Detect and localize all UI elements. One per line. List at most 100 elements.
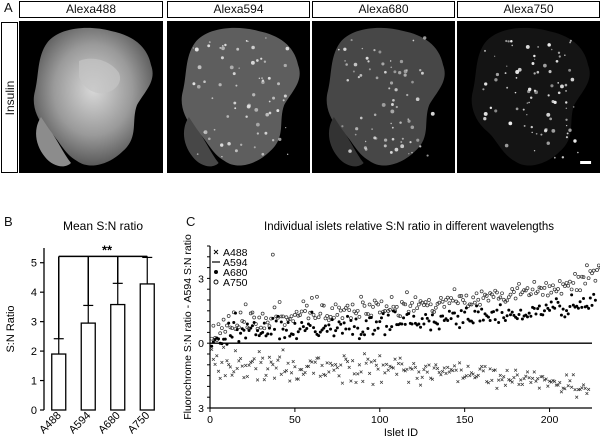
- islet-spot: [250, 60, 255, 65]
- islet-spot: [390, 122, 392, 125]
- point-a488: [447, 370, 452, 374]
- point-a750: [230, 326, 234, 330]
- point-a750: [311, 313, 316, 317]
- point-a750: [228, 325, 233, 330]
- point-a750: [310, 295, 314, 300]
- point-a680: [509, 313, 513, 317]
- point-a750: [450, 298, 455, 303]
- point-a750: [355, 308, 360, 313]
- islet-spot: [394, 147, 399, 152]
- point-a488: [311, 371, 316, 375]
- point-a488: [583, 386, 587, 390]
- point-a488: [449, 367, 453, 372]
- point-a488: [439, 373, 443, 377]
- point-a488: [255, 378, 260, 382]
- islet-spot: [268, 100, 271, 103]
- point-a680: [537, 304, 541, 308]
- islet-spot: [282, 99, 285, 102]
- point-a680: [210, 344, 214, 348]
- point-a680: [371, 332, 375, 336]
- islet-spot: [515, 107, 519, 111]
- point-a488: [232, 370, 236, 374]
- point-a680: [576, 306, 580, 310]
- point-a680: [244, 336, 248, 340]
- islet-spot: [511, 44, 514, 47]
- islet-spot: [482, 88, 485, 91]
- point-a488: [568, 379, 572, 383]
- point-a750: [566, 283, 571, 288]
- point-a680: [410, 322, 414, 326]
- islet-spot: [399, 59, 404, 64]
- point-a680: [486, 315, 490, 319]
- point-a750: [427, 298, 431, 302]
- point-a488: [345, 359, 350, 364]
- point-a488: [483, 364, 487, 369]
- point-a488: [461, 376, 465, 380]
- point-a488: [412, 361, 416, 366]
- point-a750: [376, 302, 380, 307]
- point-a680: [256, 329, 260, 333]
- islet-spot: [285, 126, 287, 129]
- point-a488: [367, 371, 372, 376]
- point-a680: [237, 339, 241, 343]
- point-a680: [318, 330, 322, 334]
- islet-spot: [553, 156, 556, 159]
- islet-spot: [221, 156, 223, 158]
- point-a680: [300, 320, 304, 324]
- chart-c-xtick-label: 100: [371, 414, 389, 426]
- point-a750: [281, 314, 285, 319]
- point-a750: [379, 299, 384, 304]
- islet-spot: [419, 145, 422, 148]
- islet-spot: [261, 77, 263, 79]
- point-a488: [310, 360, 314, 364]
- point-a680: [575, 304, 579, 308]
- point-a488: [473, 376, 477, 380]
- point-a488: [344, 357, 348, 361]
- micrograph-alexa488: [19, 21, 163, 173]
- point-a680: [454, 322, 458, 326]
- point-a488: [524, 374, 528, 378]
- islet-spot: [393, 70, 397, 74]
- point-a488: [546, 384, 550, 388]
- islet-spot: [530, 125, 533, 129]
- point-a680: [376, 326, 380, 330]
- islet-spot: [392, 98, 395, 102]
- islet-spot: [196, 153, 199, 155]
- islet-spot: [254, 108, 259, 112]
- islet-spot: [224, 43, 227, 47]
- point-a488: [210, 347, 214, 352]
- point-a680: [354, 317, 358, 321]
- islet-spot: [220, 56, 224, 60]
- point-a750: [433, 305, 438, 310]
- point-a680: [274, 319, 278, 323]
- bar-a594: [80, 322, 96, 411]
- point-a680: [483, 312, 487, 316]
- point-a680: [349, 319, 353, 323]
- point-a488: [498, 373, 502, 378]
- point-a750: [335, 313, 340, 317]
- islet-spot: [343, 47, 347, 51]
- point-a750: [345, 303, 350, 308]
- point-a488: [456, 380, 460, 384]
- point-a488: [468, 373, 472, 378]
- point-a750: [265, 320, 270, 325]
- point-a750: [347, 308, 352, 313]
- bar-a488: [51, 353, 67, 411]
- point-a488: [379, 380, 384, 384]
- islet-spot: [261, 79, 265, 82]
- islet-spot: [510, 40, 513, 43]
- islet-spot: [381, 62, 385, 66]
- point-a680: [216, 337, 220, 341]
- point-a488: [541, 374, 545, 379]
- point-a680: [476, 310, 480, 314]
- islet-spot: [218, 83, 222, 87]
- point-a680: [334, 329, 338, 333]
- islet-spot: [400, 144, 405, 149]
- islet-spot: [395, 105, 398, 109]
- point-a750: [237, 325, 241, 330]
- point-a750: [489, 292, 494, 297]
- point-a680: [267, 326, 271, 330]
- point-a488: [347, 365, 351, 370]
- islet-spot: [548, 70, 552, 74]
- point-a488: [537, 386, 542, 390]
